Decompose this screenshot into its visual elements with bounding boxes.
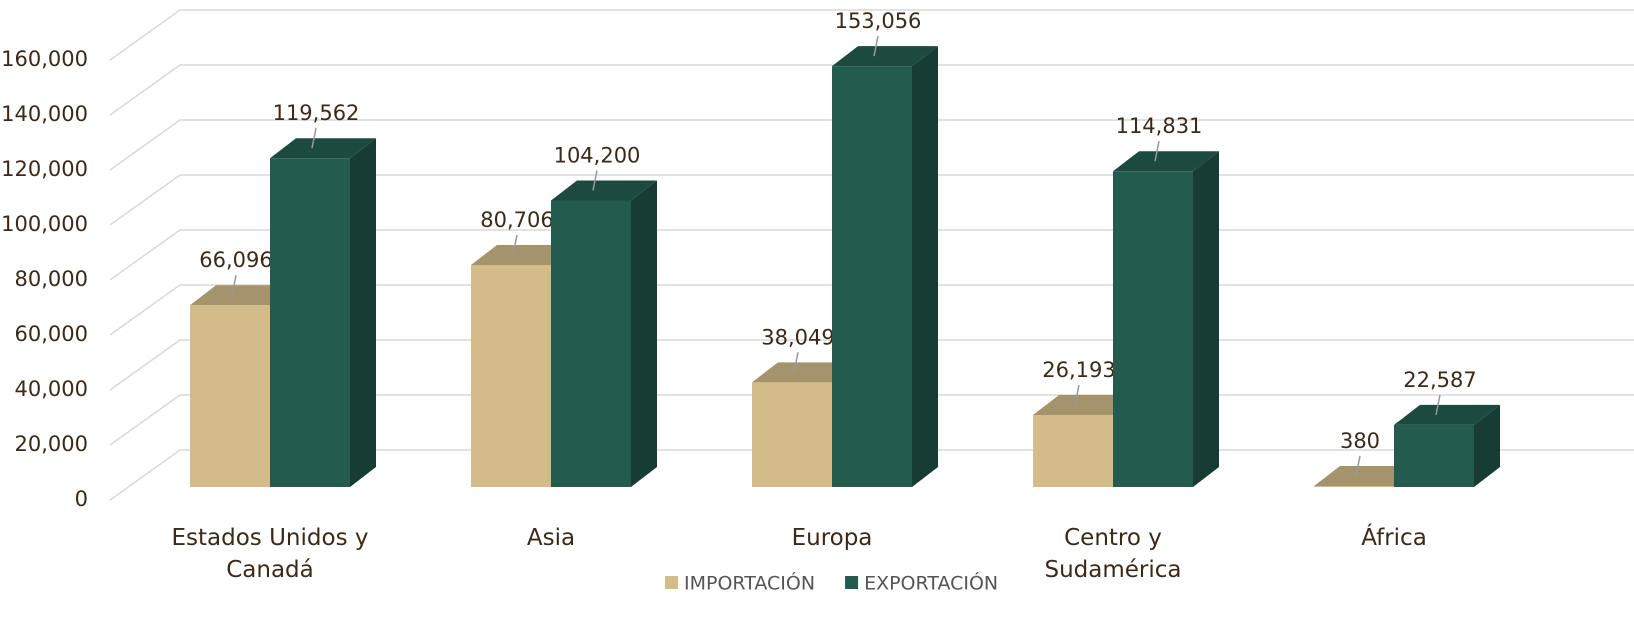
leader-line: [1074, 384, 1080, 406]
bar-face: [752, 362, 858, 383]
bar-face: [912, 46, 938, 487]
leader-line: [592, 170, 598, 191]
grid-line: [109, 9, 1634, 61]
leader-line: [873, 35, 879, 57]
value-label: 380: [1340, 429, 1380, 453]
value-label: 22,587: [1403, 368, 1476, 392]
bar-face: [1113, 151, 1219, 172]
y-tick-label: 20,000: [15, 432, 88, 456]
bar: [1113, 151, 1219, 487]
bar-face: [1314, 465, 1420, 486]
leader-line: [1355, 455, 1361, 477]
bar-face: [1033, 414, 1113, 487]
bar-face: [1394, 404, 1500, 425]
value-label: 104,200: [554, 143, 641, 167]
bar-face: [350, 138, 376, 487]
value-label: 114,831: [1116, 114, 1203, 138]
leader-line: [793, 352, 799, 373]
x-tick-label: Centro y Sudamérica: [1044, 525, 1182, 583]
grid-line: [109, 119, 1634, 171]
bar: [270, 138, 376, 487]
value-label: 80,706: [480, 208, 553, 232]
value-label: 119,562: [273, 101, 360, 125]
y-tick-label: 140,000: [1, 102, 88, 126]
grid-line: [109, 64, 1634, 116]
legend-label: IMPORTACIÓN: [684, 571, 815, 595]
bar-face: [190, 285, 296, 306]
bar: [832, 46, 938, 487]
leader-line: [231, 275, 237, 296]
y-tick-label: 0: [75, 487, 88, 511]
bar-face: [1033, 394, 1139, 415]
legend-swatch: [665, 576, 678, 589]
leader-line: [1154, 141, 1160, 162]
bar-face: [832, 66, 912, 487]
bar-face: [1193, 151, 1219, 487]
y-tick-label: 120,000: [1, 157, 88, 181]
bar-face: [190, 305, 270, 487]
bar-face: [270, 158, 350, 487]
bar-face: [471, 245, 577, 266]
x-tick-label: Asia: [526, 525, 576, 551]
bar-face: [471, 265, 551, 487]
value-label: 26,193: [1042, 358, 1115, 382]
x-tick-label: Estados Unidos y Canadá: [171, 525, 369, 583]
x-tick-label: África: [1361, 525, 1427, 551]
bar: [1394, 404, 1500, 487]
bar-face: [551, 200, 631, 487]
value-label: 38,049: [761, 325, 834, 349]
bar-face: [270, 138, 376, 159]
value-label: 153,056: [835, 9, 922, 33]
legend-label: EXPORTACIÓN: [864, 571, 998, 595]
bar-face: [1113, 171, 1193, 487]
leader-line: [512, 234, 518, 256]
bar: [551, 180, 657, 487]
y-tick-label: 160,000: [1, 47, 88, 71]
bar-face: [551, 180, 657, 201]
y-tick-label: 40,000: [15, 377, 88, 401]
bar-face: [631, 180, 657, 487]
bar-face: [1314, 485, 1394, 487]
bar-face: [1394, 424, 1474, 487]
legend-swatch: [845, 576, 859, 589]
y-tick-label: 100,000: [1, 212, 88, 236]
y-tick-label: 80,000: [15, 267, 88, 291]
bar-face: [752, 382, 832, 487]
x-tick-label: Europa: [791, 525, 873, 551]
bar-face: [1474, 404, 1500, 487]
value-label: 66,096: [199, 248, 272, 272]
y-tick-label: 60,000: [15, 322, 88, 346]
leader-line: [311, 128, 317, 149]
leader-line: [1435, 394, 1441, 416]
bar-face: [832, 46, 938, 67]
